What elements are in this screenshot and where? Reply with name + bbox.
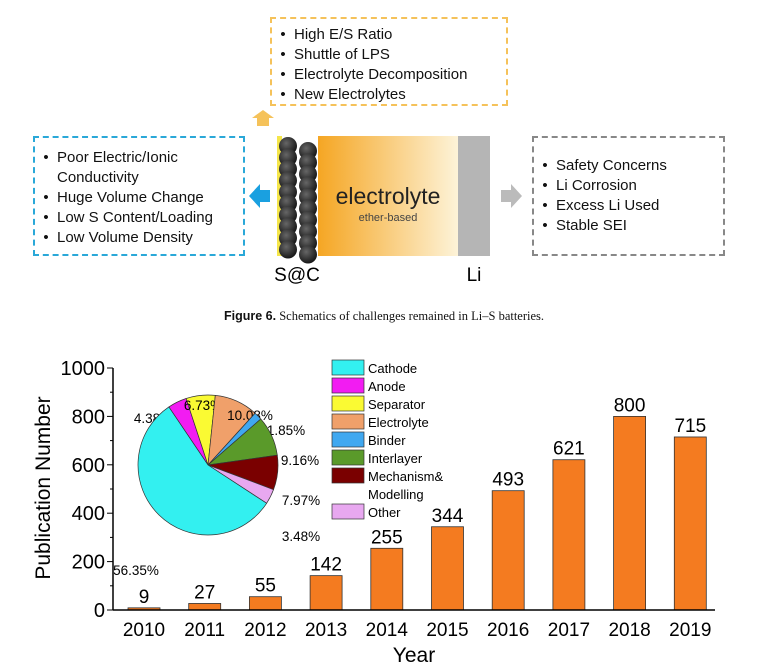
x-tick-label: 2018 — [608, 620, 650, 641]
pie-percent-label: 9.16% — [281, 453, 319, 468]
x-tick-label: 2013 — [305, 620, 347, 641]
list-item: Electrolyte Decomposition — [294, 65, 498, 85]
list-item: New Electrolytes — [294, 85, 498, 105]
left-arrow-icon — [249, 184, 270, 208]
pie-percent-label: 1.85% — [267, 423, 305, 438]
y-tick-label: 800 — [72, 406, 105, 428]
up-arrow-icon — [252, 110, 274, 126]
bar-2011 — [188, 603, 222, 611]
pie-percent-label: 56.35% — [113, 563, 159, 578]
legend-swatch — [331, 431, 365, 448]
bar-2019 — [673, 436, 707, 611]
list-item: High E/S Ratio — [294, 25, 498, 45]
pie-slice-cathode — [137, 406, 268, 536]
legend-swatch — [331, 413, 365, 430]
top-challenges-box: High E/S RatioShuttle of LPSElectrolyte … — [270, 17, 508, 106]
legend-swatch — [331, 359, 365, 376]
figure-caption: Figure 6. Schematics of challenges remai… — [0, 309, 768, 324]
legend-swatch — [331, 503, 365, 520]
legend-label: Anode — [368, 379, 406, 394]
pie-percent-label: 6.73% — [184, 398, 222, 413]
electrolyte-sublabel: ether-based — [359, 212, 418, 224]
bar-2018 — [613, 416, 646, 611]
pie-percent-label: 7.97% — [282, 493, 320, 508]
legend-label: Electrolyte — [368, 415, 429, 430]
legend-label: Mechanism& Modelling — [368, 469, 443, 502]
bar-value-label: 715 — [674, 416, 706, 437]
y-axis-label: Publication Number — [32, 396, 55, 579]
list-item: Poor Electric/Ionic Conductivity — [57, 148, 235, 188]
bar-2012 — [248, 596, 282, 611]
list-item: Shuttle of LPS — [294, 45, 498, 65]
pie-percent-label: 10.08% — [227, 408, 273, 423]
publication-chart: 9 27 55 142 255 344 493 621 800 715 0 200 400 600 800 1… — [32, 358, 715, 666]
legend-label: Separator — [368, 397, 426, 412]
bar-2017 — [552, 459, 586, 611]
x-tick-label: 2010 — [123, 620, 165, 641]
right-arrow-icon — [501, 184, 522, 208]
list-item: Huge Volume Change — [57, 188, 235, 208]
x-tick-label: 2019 — [669, 620, 711, 641]
electrolyte-region — [318, 136, 458, 256]
cathode-challenges-box: Poor Electric/Ionic ConductivityHuge Vol… — [33, 136, 245, 256]
bar-value-label: 9 — [139, 587, 150, 608]
cathode-label: S@C — [274, 265, 320, 286]
legend-label: Cathode — [368, 361, 417, 376]
list-item: Excess Li Used — [556, 196, 715, 216]
bar-value-label: 142 — [310, 555, 342, 576]
legend-swatch — [331, 467, 365, 484]
y-tick-label: 200 — [72, 552, 105, 574]
list-item: Li Corrosion — [556, 176, 715, 196]
x-tick-label: 2015 — [426, 620, 468, 641]
y-tick-label: 400 — [72, 503, 105, 525]
bar-value-label: 800 — [614, 395, 646, 416]
bar-2013 — [309, 575, 343, 611]
lithium-anode — [458, 136, 490, 256]
y-tick-label: 1000 — [61, 358, 106, 380]
particle — [279, 240, 297, 259]
legend-label: Interlayer — [368, 451, 423, 466]
y-tick-label: 0 — [94, 600, 105, 622]
particle — [299, 245, 317, 264]
anode-label: Li — [467, 265, 482, 286]
bar-2016 — [491, 490, 525, 611]
caption-label: Figure 6. — [223, 309, 277, 323]
legend-swatch — [331, 377, 365, 394]
x-tick-label: 2012 — [244, 620, 286, 641]
x-tick-label: 2014 — [366, 620, 409, 641]
bar-2014 — [370, 547, 404, 611]
bar-value-label: 255 — [371, 527, 403, 548]
list-item: Low S Content/Loading — [57, 208, 235, 228]
sulfur-carbon-particles — [279, 137, 317, 264]
legend-label: Binder — [368, 433, 406, 448]
list-item: Safety Concerns — [556, 156, 715, 176]
anode-challenges-box: Safety ConcernsLi CorrosionExcess Li Use… — [532, 136, 725, 256]
bar-value-label: 493 — [492, 470, 524, 491]
x-axis-label: Year — [393, 644, 435, 666]
legend-label: Other — [368, 505, 401, 520]
battery-cell-diagram: electrolyte ether-based S@C Li — [249, 110, 522, 286]
caption-text: Schematics of challenges remained in Li–… — [276, 309, 545, 323]
y-tick-label: 600 — [72, 455, 105, 477]
bar-value-label: 55 — [255, 576, 276, 597]
x-tick-label: 2017 — [548, 620, 590, 641]
bar-value-label: 27 — [194, 582, 215, 603]
bar-value-label: 344 — [432, 506, 464, 527]
list-item: Stable SEI — [556, 216, 715, 236]
x-tick-label: 2016 — [487, 620, 529, 641]
pie-percent-label: 3.48% — [282, 529, 320, 544]
list-item: Low Volume Density — [57, 228, 235, 248]
legend-swatch — [331, 449, 365, 466]
electrolyte-label: electrolyte — [336, 183, 441, 209]
x-tick-label: 2011 — [184, 620, 225, 641]
bar-2015 — [431, 526, 464, 611]
legend-swatch — [331, 395, 365, 412]
bar-value-label: 621 — [553, 439, 585, 460]
